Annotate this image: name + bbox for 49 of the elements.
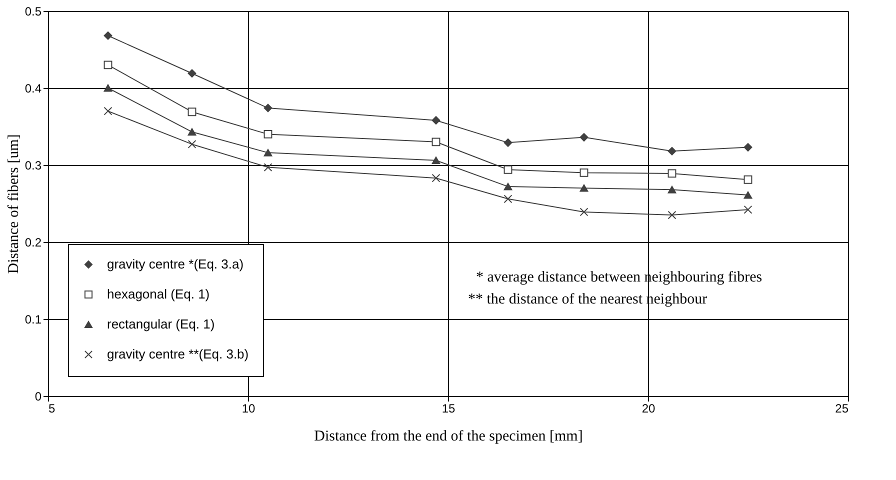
point — [580, 133, 588, 142]
legend-label: hexagonal (Eq. 1) — [107, 286, 210, 302]
point — [580, 184, 588, 192]
y-tick-label: 0.3 — [24, 158, 42, 172]
point — [104, 84, 112, 92]
point — [668, 210, 676, 220]
point — [188, 128, 196, 136]
x-tick-label: 5 — [48, 402, 56, 416]
point — [668, 146, 676, 156]
point — [744, 143, 752, 152]
point — [432, 116, 440, 125]
point — [668, 186, 676, 194]
point — [668, 169, 676, 178]
y-tick-label: 0.2 — [24, 236, 42, 250]
x-tick-label: 25 — [835, 402, 849, 416]
legend-label: gravity centre *(Eq. 3.a) — [107, 256, 244, 272]
point — [264, 148, 272, 156]
point — [504, 182, 512, 190]
x-tick-label: 20 — [642, 402, 656, 416]
y-tick-label: 0.1 — [24, 312, 42, 326]
point — [432, 156, 440, 164]
x-tick-label: 10 — [242, 402, 256, 416]
point — [432, 138, 440, 146]
point — [264, 104, 272, 112]
y-tick-label: 0.4 — [24, 82, 42, 96]
point — [264, 130, 272, 138]
y-axis-title: Distance of fibers [um] — [6, 134, 22, 274]
point — [744, 205, 752, 214]
point — [188, 108, 196, 116]
x-tick-label: 15 — [442, 402, 456, 416]
legend-label: rectangular (Eq. 1) — [107, 316, 215, 332]
point — [264, 163, 272, 172]
y-tick-label: 0.5 — [24, 4, 42, 18]
point — [504, 138, 512, 147]
y-tick-label: 0 — [34, 390, 42, 404]
point — [504, 194, 512, 204]
point — [744, 175, 752, 184]
point — [104, 60, 112, 70]
point — [188, 140, 196, 148]
point — [504, 165, 512, 174]
point — [432, 174, 440, 182]
point — [104, 106, 112, 116]
point — [188, 69, 196, 78]
point — [580, 168, 588, 177]
x-axis-title: Distance from the end of the specimen [mm] — [314, 428, 583, 444]
point — [744, 191, 752, 199]
legend-label: gravity centre **(Eq. 3.b) — [107, 346, 249, 362]
point — [104, 31, 112, 40]
point — [580, 208, 588, 216]
